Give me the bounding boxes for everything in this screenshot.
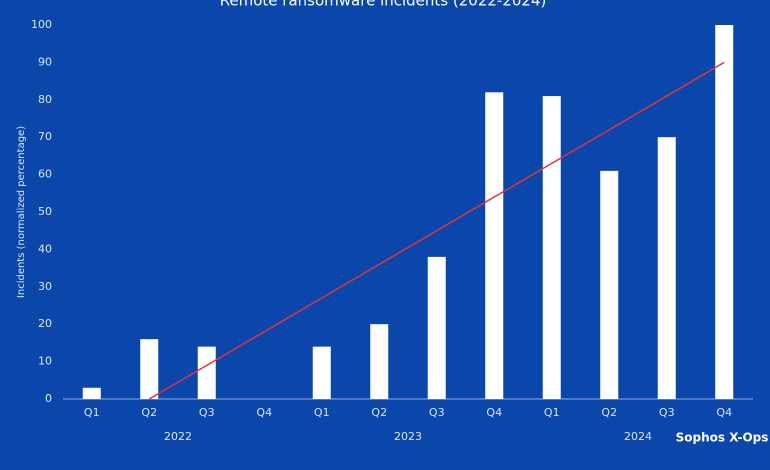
group-label: 2024 bbox=[624, 430, 652, 443]
bar bbox=[370, 324, 389, 399]
group-label: 2022 bbox=[164, 430, 192, 443]
group-label: 2023 bbox=[394, 430, 422, 443]
trend-line bbox=[148, 61, 725, 400]
bar bbox=[312, 346, 331, 399]
x-tick-label: Q1 bbox=[84, 406, 100, 419]
y-tick-label: 70 bbox=[38, 130, 52, 143]
bar bbox=[715, 25, 734, 399]
bar bbox=[140, 339, 159, 399]
x-tick-label: Q2 bbox=[601, 406, 617, 419]
bar bbox=[657, 137, 676, 399]
y-tick-label: 10 bbox=[38, 355, 52, 368]
x-tick-label: Q1 bbox=[314, 406, 330, 419]
y-tick-label: 40 bbox=[38, 242, 52, 255]
y-tick-label: 90 bbox=[38, 55, 52, 68]
y-tick-label: 20 bbox=[38, 317, 52, 330]
x-tick-label: Q4 bbox=[256, 406, 272, 419]
y-tick-label: 30 bbox=[38, 280, 52, 293]
x-tick-label: Q4 bbox=[486, 406, 502, 419]
y-tick-label: 50 bbox=[38, 205, 52, 218]
bar bbox=[485, 92, 504, 399]
y-axis-label: Incidents (normalized percentage) bbox=[16, 126, 27, 298]
x-tick-label: Q2 bbox=[371, 406, 387, 419]
x-tick-label: Q3 bbox=[659, 406, 675, 419]
bar bbox=[82, 387, 101, 399]
bar bbox=[197, 346, 216, 399]
x-tick-label: Q4 bbox=[716, 406, 732, 419]
y-tick-label: 100 bbox=[31, 18, 52, 31]
y-tick-label: 0 bbox=[45, 392, 52, 405]
bar bbox=[600, 170, 619, 399]
bar bbox=[542, 96, 561, 399]
chart-title: Remote ransomware incidents (2022-2024) bbox=[220, 0, 547, 10]
logo: Sophos X-Ops bbox=[676, 431, 769, 445]
bar bbox=[427, 256, 446, 399]
x-tick-label: Q3 bbox=[199, 406, 215, 419]
x-tick-label: Q2 bbox=[141, 406, 157, 419]
x-tick-label: Q3 bbox=[429, 406, 445, 419]
x-tick-label: Q1 bbox=[544, 406, 560, 419]
y-tick-label: 80 bbox=[38, 93, 52, 106]
y-tick-label: 60 bbox=[38, 168, 52, 181]
